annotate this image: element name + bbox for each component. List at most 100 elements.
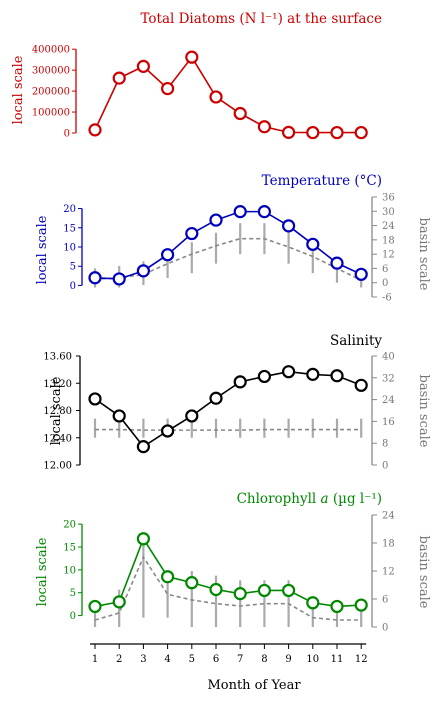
right-tick-label: 36 xyxy=(382,193,395,204)
data-point xyxy=(282,219,296,233)
data-point xyxy=(330,369,344,383)
panel-salinity: Salinity local scale basin scale 0 8 16 24 3… xyxy=(43,333,431,472)
x-tick-label: 5 xyxy=(189,654,195,665)
left-tick-label: 15 xyxy=(63,223,76,234)
data-point xyxy=(185,576,199,590)
left-tick-label: 0 xyxy=(70,611,76,622)
data-point xyxy=(282,365,296,379)
left-tick-label: 5 xyxy=(70,588,76,599)
right-tick-label: 24 xyxy=(382,511,395,522)
right-tick-label: 30 xyxy=(382,207,395,218)
left-tick-label: 100000 xyxy=(32,108,70,119)
panel-title: Total Diatoms (N l⁻¹) at the surface xyxy=(140,11,382,27)
left-tick-label: 12.80 xyxy=(43,406,72,417)
left-tick-label: 12.40 xyxy=(43,433,72,444)
data-point xyxy=(112,409,126,423)
data-point xyxy=(257,583,271,598)
right-axis-title: basin scale xyxy=(416,375,431,448)
data-point xyxy=(330,256,344,270)
data-point xyxy=(354,267,368,281)
right-tick-label: 0 xyxy=(382,278,388,289)
x-tick-label: 4 xyxy=(164,654,170,665)
left-tick-label: 12.00 xyxy=(43,461,72,472)
panel-temperature: Temperature (°C) local scale basin scale… xyxy=(35,173,431,304)
data-point xyxy=(185,50,199,64)
data-point xyxy=(209,582,223,597)
right-tick-label: 18 xyxy=(382,235,395,246)
left-tick-label: 10 xyxy=(63,243,76,254)
right-tick-label: 32 xyxy=(382,373,395,384)
left-tick-label: 0 xyxy=(64,129,70,140)
right-tick-label: 40 xyxy=(382,352,395,363)
right-tick-label: 12 xyxy=(382,250,395,261)
series-line xyxy=(94,210,362,280)
x-tick-label: 2 xyxy=(116,654,122,665)
data-point xyxy=(88,599,102,614)
data-point xyxy=(354,378,368,392)
data-point xyxy=(330,599,344,614)
left-tick-label: 10 xyxy=(63,565,76,576)
left-tick-label: 300000 xyxy=(32,66,70,77)
left-axis-title: local scale xyxy=(49,376,64,445)
data-point xyxy=(306,596,320,610)
left-axis-title: local scale xyxy=(35,215,50,284)
x-axis: Month of Year 1 2 3 4 5 6 7 8 9 10 11 12 xyxy=(90,643,368,693)
left-axis-title: local scale xyxy=(35,537,50,606)
data-point xyxy=(185,226,199,241)
data-point xyxy=(233,205,247,219)
data-point xyxy=(306,367,320,381)
right-tick-label: 6 xyxy=(382,264,388,275)
right-tick-label: 6 xyxy=(382,595,388,606)
x-axis-title: Month of Year xyxy=(207,678,301,693)
x-tick-label: 1 xyxy=(92,654,98,665)
data-point xyxy=(209,90,223,104)
title-part: Chlorophyll xyxy=(237,491,321,507)
right-axis-title: basin scale xyxy=(416,536,431,609)
data-point xyxy=(257,369,271,384)
data-point xyxy=(354,598,368,612)
right-tick-label: 24 xyxy=(382,395,395,406)
x-tick-label: 6 xyxy=(213,654,219,665)
basin-mean-line xyxy=(95,428,362,431)
panel-title: Temperature (°C) xyxy=(262,173,382,189)
series-line xyxy=(94,370,362,448)
right-tick-label: 16 xyxy=(382,417,395,428)
x-tick-label: 8 xyxy=(261,654,267,665)
basin-mean-line xyxy=(94,555,362,621)
right-tick-label: 0 xyxy=(382,623,388,634)
data-point xyxy=(185,409,199,423)
data-point xyxy=(233,375,247,389)
data-point xyxy=(136,440,150,454)
data-point xyxy=(282,583,296,598)
data-point xyxy=(354,125,368,140)
title-part-italic: a xyxy=(321,491,329,507)
left-tick-label: 20 xyxy=(63,520,76,531)
data-point xyxy=(88,123,102,137)
data-point xyxy=(136,532,150,546)
panel-title: Salinity xyxy=(330,333,382,349)
data-point xyxy=(209,391,223,405)
left-tick-label: 15 xyxy=(63,543,76,554)
data-point xyxy=(136,264,150,278)
left-tick-label: 13.60 xyxy=(43,352,72,363)
left-tick-label: 400000 xyxy=(32,45,70,56)
data-point xyxy=(233,106,247,121)
data-point xyxy=(306,237,320,251)
data-point xyxy=(161,570,175,584)
right-axis-title: basin scale xyxy=(416,218,431,291)
data-point xyxy=(88,392,102,406)
right-tick-label: -6 xyxy=(382,293,392,304)
data-point xyxy=(88,271,102,285)
left-tick-label: 200000 xyxy=(32,87,70,98)
right-tick-label: 12 xyxy=(382,567,395,578)
right-tick-label: 18 xyxy=(382,539,395,550)
x-tick-label: 7 xyxy=(237,654,243,665)
data-point xyxy=(112,595,126,609)
data-point xyxy=(282,125,296,139)
panel-total-diatoms: Total Diatoms (N l⁻¹) at the surface loc… xyxy=(11,11,382,140)
series-line xyxy=(94,55,362,134)
left-axis-title: local scale xyxy=(11,55,26,124)
data-point xyxy=(112,272,126,286)
